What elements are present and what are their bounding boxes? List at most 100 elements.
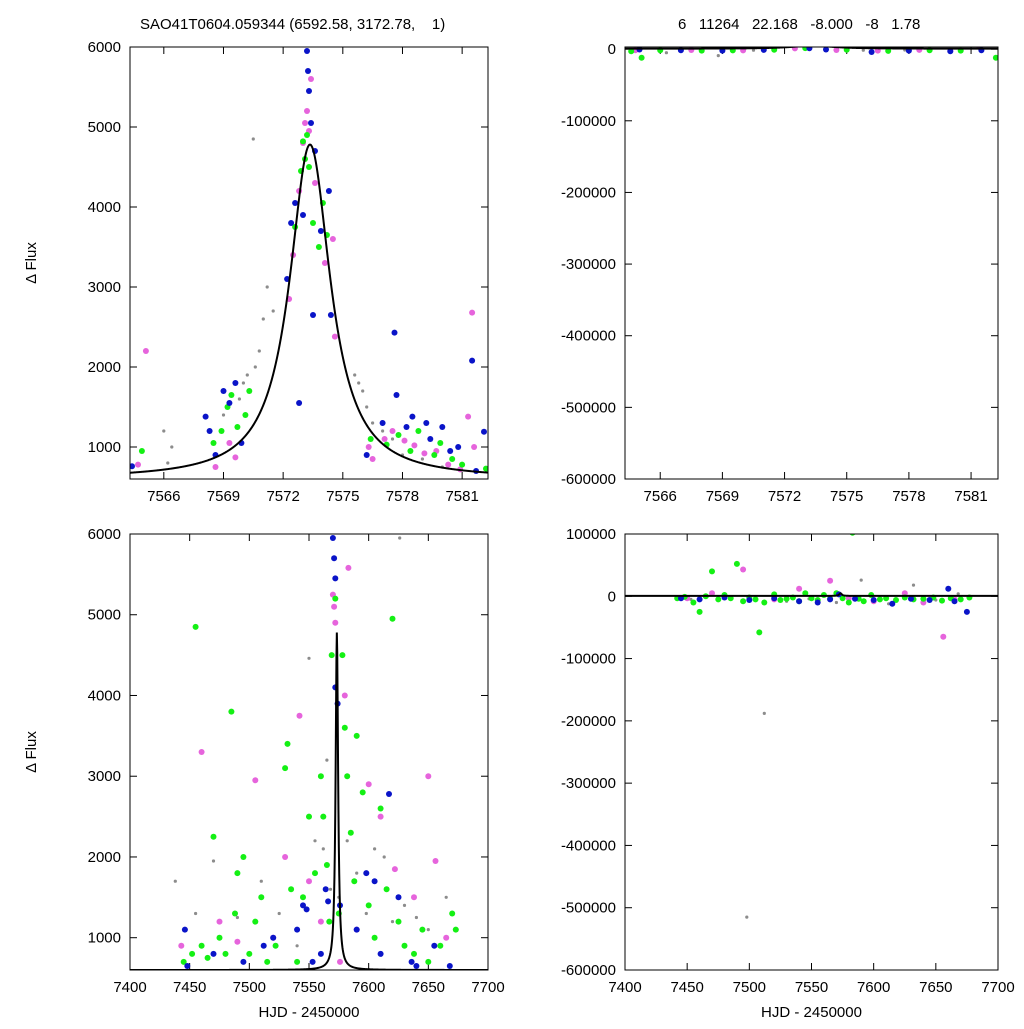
data-points: [130, 48, 488, 474]
data-point-gray: [414, 915, 418, 920]
data-point-green: [252, 918, 259, 925]
data-point-green: [306, 813, 312, 820]
data-point-violet: [329, 236, 336, 242]
data-point-green: [483, 465, 488, 472]
data-point-gray: [245, 373, 249, 377]
data-point-green: [204, 954, 211, 961]
data-point-gray: [745, 915, 749, 919]
y-tick-label: -300000: [561, 775, 616, 792]
data-point-green: [351, 878, 358, 885]
data-point-green: [228, 392, 235, 398]
data-point-gray: [361, 389, 365, 393]
data-point-green: [284, 740, 291, 747]
data-point-green: [317, 773, 324, 780]
data-point-green: [992, 54, 998, 61]
data-point-gray: [664, 51, 669, 55]
y-tick-label: -200000: [561, 184, 616, 201]
data-point-violet: [178, 942, 185, 949]
data-point-green: [449, 456, 456, 462]
y-tick-label: -500000: [561, 399, 616, 416]
data-point-green: [294, 958, 301, 965]
data-points: [130, 535, 488, 970]
data-point-gray: [162, 429, 166, 433]
data-point-green: [218, 428, 225, 434]
data-point-violet: [445, 461, 452, 468]
data-point-green: [234, 424, 241, 430]
data-point-blue: [391, 329, 398, 336]
data-point-violet: [312, 180, 318, 186]
data-point-gray: [956, 592, 960, 596]
data-point-green: [437, 942, 444, 949]
data-point-green: [138, 448, 145, 454]
data-point-blue: [300, 902, 306, 909]
data-point-gray: [259, 879, 263, 883]
y-tick-label: -200000: [561, 713, 616, 730]
data-point-violet: [443, 934, 450, 941]
data-point-green: [240, 854, 247, 860]
data-point-green: [328, 652, 335, 659]
data-point-blue: [926, 597, 933, 603]
data-point-gray: [251, 137, 255, 141]
data-point-violet: [306, 878, 312, 885]
data-point-green: [709, 568, 715, 575]
data-point-blue: [308, 120, 314, 126]
data-point-green: [323, 862, 330, 868]
data-point-violet: [302, 120, 308, 126]
data-point-blue: [439, 424, 446, 430]
data-point-violet: [216, 918, 223, 925]
data-point-green: [272, 942, 279, 949]
data-point-blue: [206, 428, 213, 434]
data-point-green: [437, 440, 444, 446]
data-point-gray: [237, 397, 241, 401]
plot-frame: [624, 533, 999, 971]
data-point-green: [242, 412, 249, 418]
data-point-violet: [411, 442, 418, 449]
data-point-green: [315, 244, 322, 250]
x-tick-label: 7400: [113, 979, 146, 996]
panel-top-right: 0 -100000 -200000 -300000 -400000 -500000 -600…: [561, 41, 999, 505]
data-point-violet: [135, 461, 141, 468]
data-point-green: [419, 926, 426, 933]
x-tick-label: 7550: [292, 979, 325, 996]
x-tick-label: 7700: [981, 979, 1014, 996]
data-point-blue: [296, 400, 303, 406]
data-point-violet: [365, 781, 372, 788]
data-point-green: [367, 436, 374, 442]
data-point-green: [876, 596, 883, 603]
data-point-gray: [261, 317, 265, 321]
model-curve: [130, 143, 488, 474]
data-point-green: [288, 886, 295, 893]
y-axis-label: Δ Flux: [23, 731, 40, 773]
x-tick-label: 7581: [954, 488, 987, 505]
data-point-blue: [210, 950, 217, 957]
data-point-blue: [806, 47, 813, 52]
y-tick-label: 100000: [566, 526, 616, 543]
data-point-gray: [253, 365, 257, 369]
data-point-gray: [716, 54, 720, 58]
data-point-gray: [265, 285, 269, 289]
data-point-blue: [288, 220, 295, 226]
x-tick-label: 7569: [207, 488, 240, 505]
data-point-blue: [309, 958, 316, 965]
plot-frame: [129, 533, 489, 971]
data-point-green: [395, 432, 402, 438]
data-point-gray: [859, 578, 863, 582]
data-point-blue: [294, 926, 301, 933]
y-tick-label: -100000: [561, 113, 616, 130]
data-point-violet: [401, 437, 408, 444]
y-tick-label: 1000: [88, 439, 121, 456]
data-point-green: [459, 461, 466, 468]
x-tick-label: 7450: [670, 979, 703, 996]
data-point-green: [306, 164, 312, 170]
data-point-violet: [142, 348, 149, 354]
data-point-blue: [386, 791, 392, 797]
data-point-green: [282, 765, 289, 772]
data-point-gray: [365, 405, 369, 409]
x-tick-label: 7650: [919, 979, 952, 996]
data-point-violet: [332, 619, 339, 626]
data-point-gray: [390, 437, 395, 441]
data-point-green: [715, 596, 722, 603]
left-title: SAO41T0604.059344 (6592.58, 3172.78, 1): [140, 16, 446, 33]
data-point-green: [246, 388, 253, 394]
x-tick-label: 7500: [733, 979, 766, 996]
